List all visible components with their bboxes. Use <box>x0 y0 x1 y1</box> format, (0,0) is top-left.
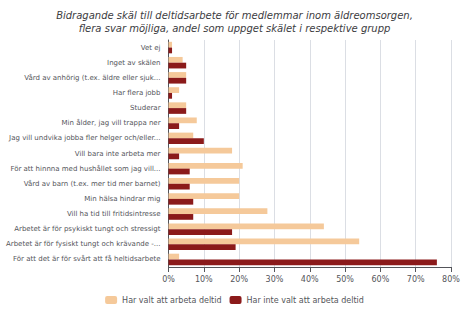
svg-text:flera svar möjliga, andel som: flera svar möjliga, andel som uppget skä… <box>79 23 391 34</box>
svg-text:Har inte valt att arbeta delti: Har inte valt att arbeta deltid <box>247 296 364 305</box>
svg-text:80%: 80% <box>442 275 460 284</box>
svg-text:Vård av anhörig (t.ex. äldre e: Vård av anhörig (t.ex. äldre eller sjuk.… <box>24 73 160 82</box>
svg-text:60%: 60% <box>371 275 389 284</box>
svg-text:40%: 40% <box>301 275 319 284</box>
svg-text:Arbetet är för fysiskt tungt o: Arbetet är för fysiskt tungt och krävand… <box>6 240 161 248</box>
svg-text:Arbetet är för psykiskt tungt: Arbetet är för psykiskt tungt och stress… <box>14 225 161 233</box>
svg-text:Jag vill undvika jobba fler he: Jag vill undvika jobba fler helger och/e… <box>8 134 160 142</box>
svg-text:10%: 10% <box>195 275 213 284</box>
svg-text:Min ålder, jag vill trappa ner: Min ålder, jag vill trappa ner <box>62 118 161 127</box>
svg-text:70%: 70% <box>407 275 425 284</box>
svg-text:För att det är för svårt att f: För att det är för svårt att få heltidsa… <box>13 254 160 263</box>
svg-text:Har flera jobb: Har flera jobb <box>113 89 161 97</box>
svg-text:Vill ha tid till fritidsintres: Vill ha tid till fritidsintresse <box>67 210 161 218</box>
svg-text:20%: 20% <box>230 275 248 284</box>
svg-text:Inget av skälen: Inget av skälen <box>107 59 160 67</box>
svg-text:Bidragande skäl till deltidsar: Bidragande skäl till deltidsarbete för m… <box>56 10 413 21</box>
svg-text:Min hälsa hindrar mig: Min hälsa hindrar mig <box>84 195 160 203</box>
svg-text:0%: 0% <box>162 275 175 284</box>
svg-text:Vård av barn (t.ex. mer tid me: Vård av barn (t.ex. mer tid mer barnet) <box>24 179 161 188</box>
svg-text:Studerar: Studerar <box>130 104 161 112</box>
svg-text:Har valt att arbeta deltid: Har valt att arbeta deltid <box>122 296 221 305</box>
svg-text:30%: 30% <box>266 275 284 284</box>
svg-text:För att hinnna med hushållet s: För att hinnna med hushållet som jag vil… <box>10 164 160 173</box>
svg-text:Vill bara inte arbeta mer: Vill bara inte arbeta mer <box>75 150 161 158</box>
svg-text:50%: 50% <box>336 275 354 284</box>
svg-text:Vet ej: Vet ej <box>141 44 161 52</box>
